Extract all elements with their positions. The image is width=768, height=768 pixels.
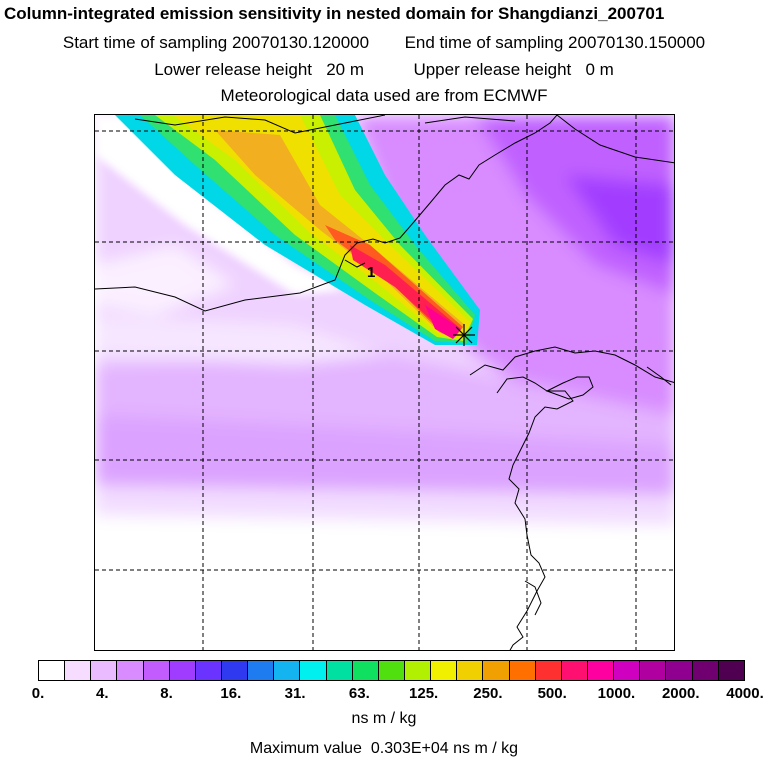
colorbar-segment [248, 661, 275, 680]
colorbar-segment [483, 661, 510, 680]
colorbar-segment [195, 661, 222, 680]
colorbar-tick-label: 4. [96, 685, 109, 702]
colorbar-segment [274, 661, 301, 680]
max-value-label: Maximum value [249, 740, 362, 757]
release-number-label: 1 [367, 264, 375, 281]
colorbar-segment [535, 661, 562, 680]
max-value-unit: ns m / kg [453, 740, 519, 757]
plume [115, 115, 480, 345]
lower-release-label: Lower release height [154, 60, 313, 79]
colorbar-segment [91, 661, 118, 680]
colorbar-segment [169, 661, 196, 680]
colorbar-segment [640, 661, 667, 680]
colorbar-segment [65, 661, 92, 680]
colorbar-tick-label: 125. [409, 685, 439, 702]
colorbar-segment [352, 661, 379, 680]
colorbar-segment [718, 661, 744, 680]
release-heights: Lower release height 20 m Upper release … [0, 60, 768, 80]
colorbar-tick-label: 250. [473, 685, 503, 702]
end-time-label: End time of sampling [404, 33, 564, 52]
maximum-value-line: Maximum value 0.303E+04 ns m / kg [0, 740, 768, 758]
colorbar-tick-label: 500. [537, 685, 567, 702]
map-panel: 1 [94, 114, 675, 651]
lower-release-value: 20 m [326, 60, 364, 79]
upper-release-value: 0 m [585, 60, 614, 79]
colorbar-segment [378, 661, 405, 680]
colorbar-segment [117, 661, 144, 680]
colorbar-tick-label: 63. [348, 685, 370, 702]
clear-band [95, 115, 345, 295]
sampling-times: Start time of sampling 20070130.120000 E… [0, 33, 768, 53]
colorbar-tick-label: 0. [31, 685, 45, 702]
colorbar-tick-label: 4000. [726, 685, 764, 702]
met-data-note: Meteorological data used are from ECMWF [220, 86, 548, 105]
colorbar-segment [692, 661, 719, 680]
max-value: 0.303E+04 [370, 740, 449, 757]
colorbar-tick-label: 1000. [597, 685, 636, 702]
colorbar-segment [561, 661, 588, 680]
sensitivity-map: 1 [95, 115, 674, 650]
colorbar-unit: ns m / kg [351, 710, 417, 727]
colorbar-segment [666, 661, 693, 680]
colorbar-segment [431, 661, 458, 680]
end-time-value: 20070130.150000 [568, 33, 706, 52]
upper-release-label: Upper release height [413, 60, 572, 79]
colorbar-segment [39, 661, 66, 680]
colorbar-tick-label: 2000. [661, 685, 700, 702]
colorbar-segment [509, 661, 536, 680]
colorbar-tick-label: 16. [220, 685, 242, 702]
colorbar-segment [404, 661, 432, 680]
colorbar-segment [326, 661, 353, 680]
colorbar-segment [221, 661, 249, 680]
start-time-label: Start time of sampling [62, 33, 228, 52]
start-time-value: 20070130.120000 [232, 33, 370, 52]
colorbar [38, 660, 745, 681]
colorbar-segment [143, 661, 170, 680]
colorbar-tick-label: 8. [160, 685, 173, 702]
plot-title: Column-integrated emission sensitivity i… [4, 4, 665, 23]
coastlines [95, 115, 674, 650]
colorbar-tick-label: 31. [284, 685, 306, 702]
colorbar-segment [587, 661, 615, 680]
colorbar-segment [614, 661, 641, 680]
release-site-icon [453, 324, 475, 346]
grid-lines [95, 115, 674, 650]
colorbar-segment [300, 661, 327, 680]
colorbar-segment [457, 661, 484, 680]
